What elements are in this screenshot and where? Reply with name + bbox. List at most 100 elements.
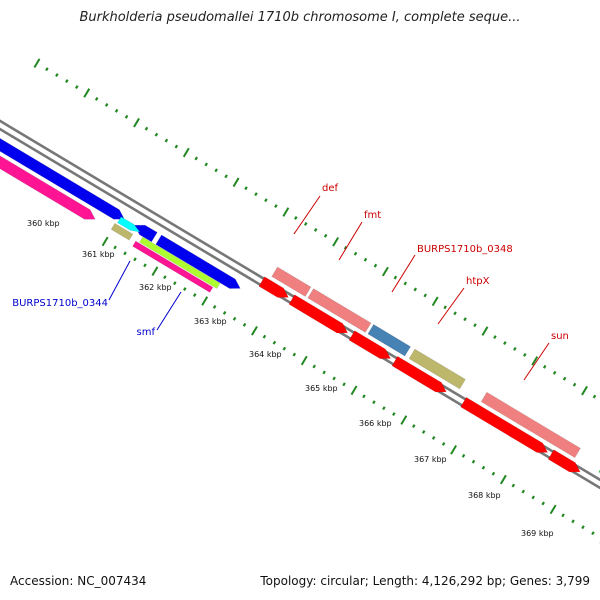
minor-tick bbox=[124, 114, 129, 119]
minor-tick bbox=[421, 430, 426, 434]
minor-tick bbox=[473, 323, 477, 328]
minor-tick bbox=[471, 459, 476, 464]
minor-tick bbox=[292, 352, 297, 357]
major-tick bbox=[499, 474, 507, 485]
minor-tick bbox=[65, 79, 69, 84]
gene-arrow-red bbox=[391, 355, 447, 393]
gene-arrow-red bbox=[258, 276, 289, 298]
minor-tick bbox=[592, 394, 597, 399]
major-tick bbox=[300, 355, 308, 366]
minor-tick bbox=[282, 346, 287, 351]
scale-label: 360 kbp bbox=[27, 219, 60, 228]
minor-tick bbox=[572, 382, 577, 387]
gene-arrow-pink bbox=[0, 155, 96, 220]
minor-tick bbox=[392, 412, 396, 417]
minor-tick bbox=[214, 168, 218, 173]
minor-tick bbox=[113, 245, 117, 250]
minor-tick bbox=[154, 132, 159, 137]
scale-labels: 360 kbp 361 kbp 362 kbp 363 kbp 364 kbp 365 k… bbox=[27, 219, 554, 538]
major-tick bbox=[381, 266, 389, 277]
minor-tick bbox=[143, 263, 147, 268]
minor-tick bbox=[264, 198, 268, 203]
minor-tick bbox=[332, 376, 336, 381]
major-tick bbox=[182, 147, 190, 158]
minor-tick bbox=[423, 293, 427, 298]
minor-tick bbox=[94, 96, 99, 101]
minor-tick bbox=[262, 334, 267, 339]
gene-arrow-blue bbox=[155, 234, 241, 289]
minor-tick bbox=[453, 311, 457, 316]
major-tick bbox=[33, 58, 41, 69]
minor-tick bbox=[133, 257, 137, 262]
minor-tick bbox=[363, 257, 368, 262]
minor-tick bbox=[362, 394, 366, 399]
major-tick bbox=[332, 237, 340, 247]
minor-tick bbox=[192, 293, 197, 297]
minor-tick bbox=[571, 519, 575, 524]
gene-arrow-red bbox=[460, 396, 549, 453]
minor-tick bbox=[552, 370, 557, 375]
leader-line bbox=[523, 342, 550, 381]
major-tick bbox=[531, 356, 539, 366]
accession-text: Accession: NC_007434 bbox=[10, 574, 147, 588]
minor-tick bbox=[45, 67, 49, 72]
minor-tick bbox=[232, 316, 237, 321]
minor-tick bbox=[413, 287, 418, 292]
minor-tick bbox=[562, 376, 567, 381]
minor-tick bbox=[403, 281, 408, 286]
gene-labels: def fmt BURPS1710b_0348 htpX sun BURPS1710b_0… bbox=[12, 183, 569, 381]
minor-tick bbox=[373, 263, 378, 268]
gene-label: htpX bbox=[466, 276, 490, 287]
minor-tick bbox=[561, 513, 565, 518]
minor-tick bbox=[212, 305, 217, 309]
minor-tick bbox=[75, 85, 79, 89]
minor-tick bbox=[503, 341, 507, 345]
minor-tick bbox=[431, 435, 436, 440]
minor-tick bbox=[323, 233, 328, 238]
minor-tick bbox=[481, 465, 486, 470]
topology-summary: Topology: circular; Length: 4,126,292 bp… bbox=[260, 574, 590, 588]
minor-tick bbox=[204, 162, 208, 167]
minor-tick bbox=[513, 347, 517, 351]
minor-tick bbox=[174, 144, 179, 149]
minor-tick bbox=[164, 138, 169, 143]
minor-tick bbox=[244, 186, 248, 191]
major-tick bbox=[581, 385, 588, 396]
scale-label: 363 kbp bbox=[194, 317, 227, 326]
minor-tick bbox=[372, 400, 376, 405]
minor-tick bbox=[531, 495, 535, 500]
gene-label: def bbox=[322, 183, 339, 194]
major-tick bbox=[101, 236, 109, 247]
leader-line bbox=[156, 291, 182, 331]
minor-tick bbox=[313, 227, 318, 232]
minor-tick bbox=[591, 531, 595, 536]
minor-tick bbox=[353, 251, 358, 256]
gene-arrow-salmon bbox=[307, 288, 372, 333]
major-tick bbox=[450, 445, 458, 455]
minor-tick bbox=[463, 317, 467, 322]
minor-tick bbox=[272, 340, 277, 345]
minor-tick bbox=[491, 471, 496, 476]
gene-arrow-salmon bbox=[480, 391, 581, 459]
minor-tick bbox=[123, 251, 127, 256]
scale-label: 361 kbp bbox=[82, 250, 115, 259]
major-tick bbox=[133, 117, 140, 128]
minor-tick bbox=[541, 501, 545, 506]
minor-tick bbox=[144, 126, 149, 131]
gene-arrow-blue bbox=[134, 224, 158, 243]
major-tick bbox=[282, 207, 290, 217]
minor-tick bbox=[581, 525, 585, 530]
minor-tick bbox=[183, 287, 187, 292]
minor-tick bbox=[163, 275, 167, 280]
minor-tick bbox=[224, 174, 228, 179]
gene-label: sun bbox=[551, 331, 569, 342]
gene-arrow-steel bbox=[367, 324, 411, 357]
minor-tick bbox=[343, 245, 348, 250]
major-tick bbox=[481, 326, 489, 336]
minor-tick bbox=[493, 335, 497, 340]
scale-label: 367 kbp bbox=[414, 455, 447, 464]
feature-layer bbox=[0, 138, 600, 474]
scale-label: 369 kbp bbox=[521, 529, 554, 538]
gene-arrow-salmon bbox=[271, 266, 312, 297]
